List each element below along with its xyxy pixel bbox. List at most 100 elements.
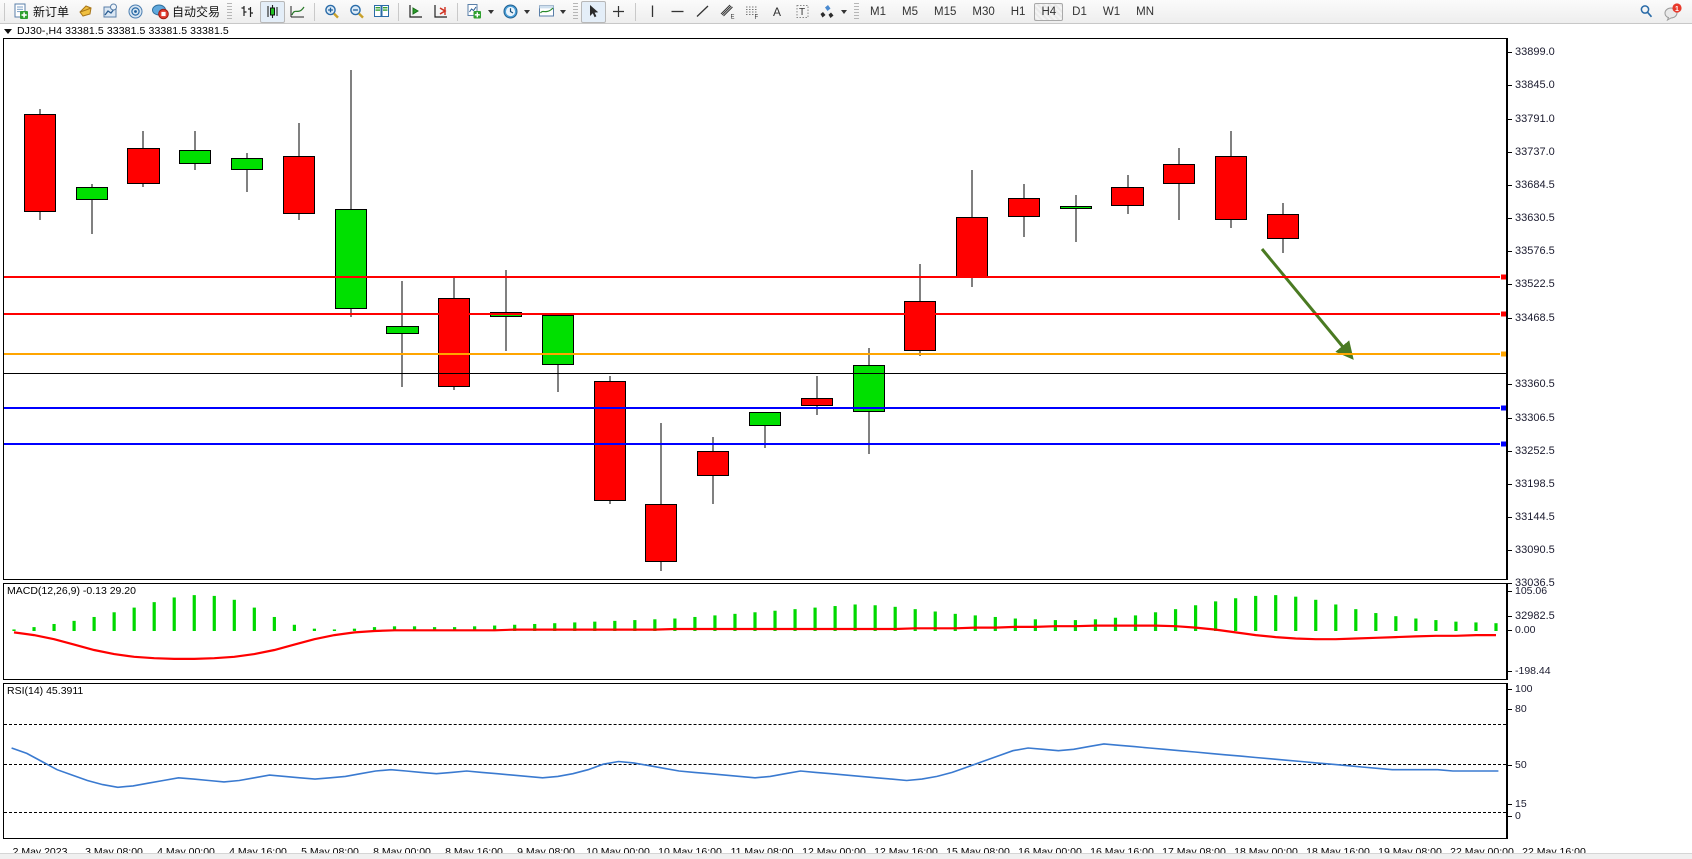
- current-price-line: [4, 373, 1506, 374]
- price-tick-label: 32982.5: [1515, 610, 1555, 622]
- price-tick-label: 33090.5: [1515, 544, 1555, 556]
- auto-scroll-icon: [409, 5, 423, 18]
- period-dropdown-caret[interactable]: [524, 9, 531, 14]
- notifications-button[interactable]: 1: [1659, 1, 1686, 23]
- bar-chart-icon: [241, 6, 254, 17]
- vertical-line-button[interactable]: [640, 1, 665, 23]
- zoom-out-button[interactable]: [344, 1, 369, 23]
- tile-windows-button[interactable]: [369, 1, 394, 23]
- toolbar-divider: [4, 2, 5, 21]
- autotrade-icon: [152, 4, 169, 20]
- bar-chart-button[interactable]: [235, 1, 260, 23]
- price-tick-label: 33360.5: [1515, 378, 1555, 390]
- search-button[interactable]: [1634, 1, 1659, 23]
- price-level-line-resistance-1[interactable]: [4, 273, 1506, 281]
- price-level-handle[interactable]: [1500, 404, 1506, 412]
- trend-line-button[interactable]: [690, 1, 715, 23]
- price-level-line-support-1[interactable]: [4, 404, 1506, 412]
- zoom-in-button[interactable]: [319, 1, 344, 23]
- candle-wick: [91, 183, 93, 234]
- candle: [956, 39, 989, 579]
- price-level-line-resistance-2[interactable]: [4, 310, 1506, 318]
- new-order-icon: [14, 3, 28, 19]
- chart-symbol-bar: DJ30-,H4 33381.5 33381.5 33381.5 33381.5: [0, 24, 1692, 38]
- chart-menu-caret-icon[interactable]: [4, 28, 12, 34]
- candle-body: [541, 314, 574, 365]
- indicator-add-button[interactable]: [462, 1, 498, 23]
- macd-axis-line: [1507, 583, 1508, 680]
- timeframe-d1[interactable]: D1: [1072, 5, 1087, 18]
- trend-line-icon: [696, 5, 709, 17]
- crosshair-button[interactable]: [606, 1, 631, 23]
- shapes-dropdown-caret[interactable]: [841, 9, 848, 14]
- chart-window[interactable]: DJ30-,H4 33381.5 33381.5 33381.5 33381.5…: [0, 24, 1692, 859]
- autotrade-button[interactable]: 自动交易: [148, 1, 224, 23]
- candle-body: [593, 381, 626, 502]
- rsi-tick-label: 100: [1515, 683, 1533, 695]
- line-chart-button[interactable]: [285, 1, 310, 23]
- price-tick-label: 33630.5: [1515, 212, 1555, 224]
- price-level-handle[interactable]: [1500, 310, 1506, 318]
- timeframe-m5[interactable]: M5: [902, 5, 918, 18]
- signals-icon: [128, 4, 143, 19]
- price-axis[interactable]: 33899.0 33845.0 33791.0 33737.0 33684.5 33630…: [1507, 38, 1692, 622]
- price-tick-label: 33036.5: [1515, 577, 1555, 589]
- indicators-icon: [103, 3, 118, 18]
- cursor-icon: [590, 5, 599, 18]
- candle-wick: [246, 153, 248, 193]
- fibonacci-button[interactable]: F: [740, 1, 765, 23]
- macd-tick-label: -198.44: [1515, 665, 1551, 677]
- signals-button[interactable]: [123, 1, 148, 23]
- candle: [386, 39, 419, 579]
- candlestick-chart-button[interactable]: [260, 0, 286, 23]
- toolbar-grip[interactable]: [227, 2, 233, 21]
- timeframe-mn[interactable]: MN: [1136, 5, 1154, 18]
- macd-pane[interactable]: MACD(12,26,9) -0.13 29.20: [3, 583, 1507, 680]
- price-level-line-pivot[interactable]: [4, 350, 1506, 358]
- price-tick-label: 33845.0: [1515, 79, 1555, 91]
- timeframe-m30[interactable]: M30: [972, 5, 995, 18]
- price-tick: [1507, 251, 1512, 252]
- toolbar-divider-3: [398, 2, 400, 21]
- period-button[interactable]: [498, 1, 534, 23]
- timeframe-h1[interactable]: H1: [1010, 5, 1026, 18]
- indicators-button[interactable]: [98, 1, 123, 23]
- candle-wick: [660, 423, 662, 571]
- rsi-pane[interactable]: RSI(14) 45.3911: [3, 683, 1507, 839]
- price-level-handle[interactable]: [1500, 350, 1506, 358]
- candle: [438, 39, 471, 579]
- templates-button[interactable]: [534, 1, 570, 23]
- new-order-button[interactable]: 新订单: [9, 1, 73, 23]
- expert-advisor-button[interactable]: [73, 1, 98, 23]
- macd-tick: [1507, 591, 1512, 592]
- candle-wick: [350, 69, 352, 318]
- auto-scroll-button[interactable]: [403, 1, 428, 23]
- text-button[interactable]: A: [765, 1, 790, 23]
- cursor-button[interactable]: [581, 0, 607, 23]
- price-level-handle[interactable]: [1500, 273, 1506, 281]
- timeframe-bar: M1 M5 M15 M30 H1 H4 D1 W1 MN: [862, 2, 1162, 21]
- candle-body: [282, 155, 315, 215]
- price-tick: [1507, 517, 1512, 518]
- text-label-button[interactable]: T: [790, 1, 815, 23]
- toolbar-grip-3[interactable]: [854, 2, 860, 21]
- indicator-dropdown-caret[interactable]: [488, 9, 495, 14]
- price-level-line-support-2[interactable]: [4, 440, 1506, 448]
- timeframe-h4[interactable]: H4: [1034, 2, 1064, 21]
- macd-tick-label: 105.06: [1515, 585, 1548, 597]
- equidistant-channel-button[interactable]: E: [715, 1, 740, 23]
- zoom-out-icon: [350, 4, 364, 19]
- timeframe-w1[interactable]: W1: [1102, 5, 1121, 18]
- rsi-tick-label: 80: [1515, 703, 1527, 715]
- shapes-button[interactable]: [815, 1, 851, 23]
- price-level-handle[interactable]: [1500, 440, 1506, 448]
- horizontal-line-button[interactable]: [665, 1, 690, 23]
- price-pane[interactable]: 33539.833479.333414.033325.833267.033381…: [3, 38, 1507, 580]
- price-tick-label: 33576.5: [1515, 245, 1555, 257]
- timeframe-m15[interactable]: M15: [934, 5, 957, 18]
- timeframe-m1[interactable]: M1: [870, 5, 887, 18]
- chart-shift-button[interactable]: [428, 1, 453, 23]
- toolbar-grip-2[interactable]: [573, 2, 579, 21]
- price-tick-label: 33791.0: [1515, 113, 1555, 125]
- templates-dropdown-caret[interactable]: [560, 9, 567, 14]
